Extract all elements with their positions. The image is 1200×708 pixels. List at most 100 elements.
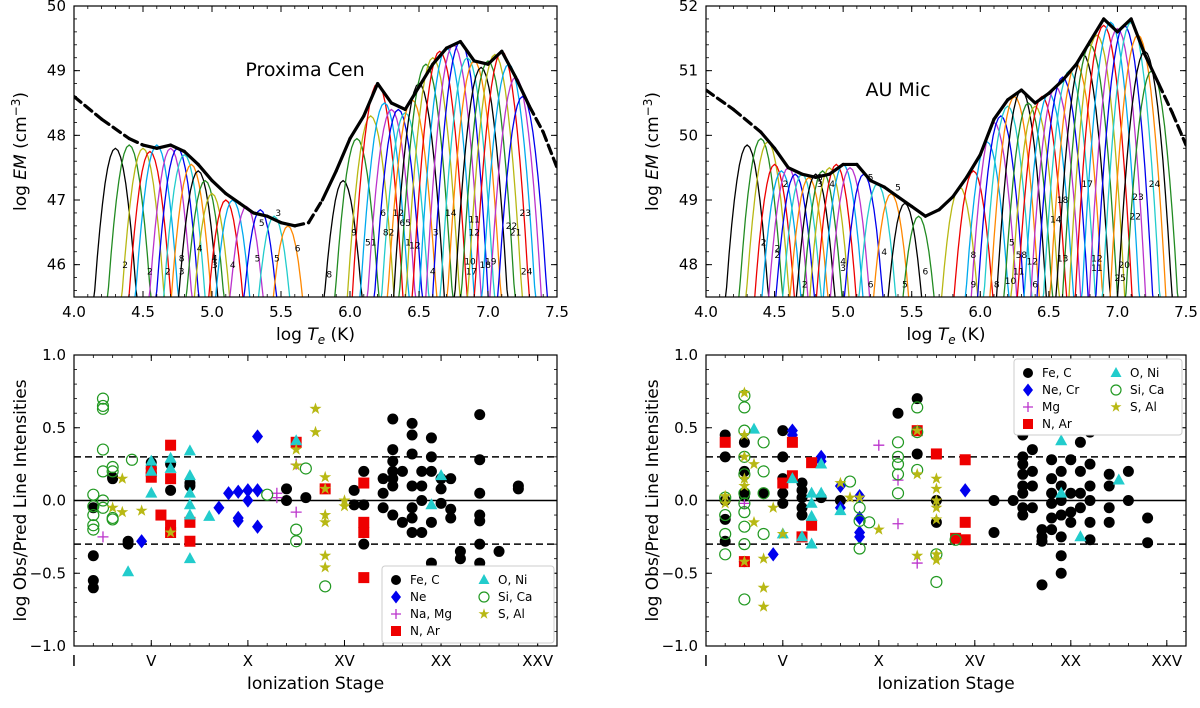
data-point	[416, 480, 428, 492]
contribution-curve	[1074, 24, 1134, 297]
data-point	[474, 509, 486, 521]
stage-number-label: 12	[1091, 254, 1102, 264]
legend-label: N, Ar	[410, 624, 440, 638]
data-point	[106, 460, 119, 474]
data-point	[281, 483, 293, 495]
data-point	[1074, 530, 1087, 542]
data-point	[474, 409, 486, 421]
stage-number-label: 6	[1032, 280, 1038, 290]
data-point	[271, 492, 283, 504]
data-point	[738, 520, 751, 533]
data-point	[719, 513, 731, 525]
data-point	[806, 457, 818, 469]
data-point	[445, 473, 457, 485]
y-axis-label: log Obs/Pred Line Intensities	[11, 379, 31, 621]
data-point	[738, 428, 751, 441]
data-point	[1122, 495, 1134, 506]
data-point	[358, 572, 370, 584]
data-point	[87, 488, 100, 501]
legend-marker	[1110, 367, 1122, 377]
stage-number-label: 10	[464, 258, 476, 268]
dem-curve-segment	[127, 136, 145, 147]
data-point	[1055, 434, 1068, 446]
data-point	[1103, 468, 1115, 480]
plot-frame	[73, 354, 558, 647]
contribution-curve	[460, 60, 516, 297]
contribution-curve	[366, 108, 417, 297]
data-point	[425, 432, 437, 444]
legend-marker	[391, 626, 401, 636]
data-point	[145, 486, 158, 498]
contribution-curve	[359, 102, 410, 297]
data-point	[777, 451, 789, 463]
contribution-curve	[148, 147, 193, 297]
dem-curve-segment	[238, 201, 255, 215]
data-point	[290, 523, 303, 536]
dem-curve-segment	[196, 162, 214, 183]
data-point	[242, 493, 254, 508]
data-point	[96, 501, 110, 514]
x-tick-label: XV	[334, 652, 355, 670]
data-point	[319, 549, 332, 561]
data-point	[757, 552, 770, 564]
data-point	[358, 477, 370, 489]
data-point	[300, 492, 312, 504]
data-point	[1122, 465, 1134, 477]
contribution-curve	[243, 208, 278, 297]
data-point	[853, 514, 866, 527]
data-point	[1074, 436, 1086, 448]
data-point	[930, 482, 943, 494]
contribution-curve	[373, 108, 424, 297]
contribution-curve	[953, 170, 994, 297]
x-tick-label: 7.0	[476, 303, 500, 321]
data-point	[416, 495, 428, 506]
data-point	[377, 502, 389, 514]
data-point	[96, 402, 110, 415]
dem-curve-segment	[1033, 91, 1051, 105]
data-point	[319, 516, 332, 528]
data-point	[719, 451, 731, 463]
dem-curve-segment	[376, 81, 393, 105]
dem-curve-segment	[251, 211, 269, 218]
dem-curve-segment	[293, 221, 311, 228]
dem-curve-segment	[362, 81, 380, 118]
dem-curve-segment	[141, 143, 159, 150]
y-tick-label: −1.0	[30, 637, 66, 655]
data-point	[1046, 473, 1058, 485]
data-point	[425, 451, 437, 463]
data-point	[87, 575, 99, 587]
data-point	[435, 483, 447, 495]
y-tick-label: 48	[679, 256, 698, 274]
contribution-curve	[1003, 102, 1054, 297]
x-tick-label: X	[243, 652, 253, 670]
data-point	[406, 480, 418, 492]
data-point	[474, 538, 486, 550]
data-point	[1026, 480, 1038, 492]
dem-curve-segment	[1129, 17, 1147, 57]
stage-number-label: 22	[506, 222, 517, 232]
y-tick-label: 0.5	[42, 419, 66, 437]
contribution-curve	[724, 144, 770, 297]
data-point	[911, 468, 924, 480]
contribution-curve	[1061, 43, 1119, 297]
data-point	[719, 497, 732, 509]
stage-number-label: 14	[1050, 216, 1062, 226]
stage-number-label: 1	[405, 238, 411, 248]
legend-marker	[478, 608, 490, 619]
dem-curve-segment	[500, 49, 518, 79]
contribution-curve	[496, 95, 549, 297]
data-point	[1074, 502, 1086, 514]
dem-curve-segment	[786, 166, 804, 176]
dem-curve-segment	[486, 49, 504, 66]
contribution-curve	[323, 179, 363, 297]
contribution-curve	[829, 166, 871, 297]
stage-number-label: 2	[761, 238, 767, 248]
data-point	[738, 479, 751, 492]
data-point	[183, 444, 196, 456]
data-point	[872, 523, 885, 535]
data-point	[387, 444, 399, 456]
y-axis-label: log Obs/Pred Line Intensities	[643, 379, 663, 621]
contribution-curve	[902, 215, 935, 297]
data-point	[1142, 537, 1154, 549]
y-tick-label: 0.0	[674, 492, 698, 510]
